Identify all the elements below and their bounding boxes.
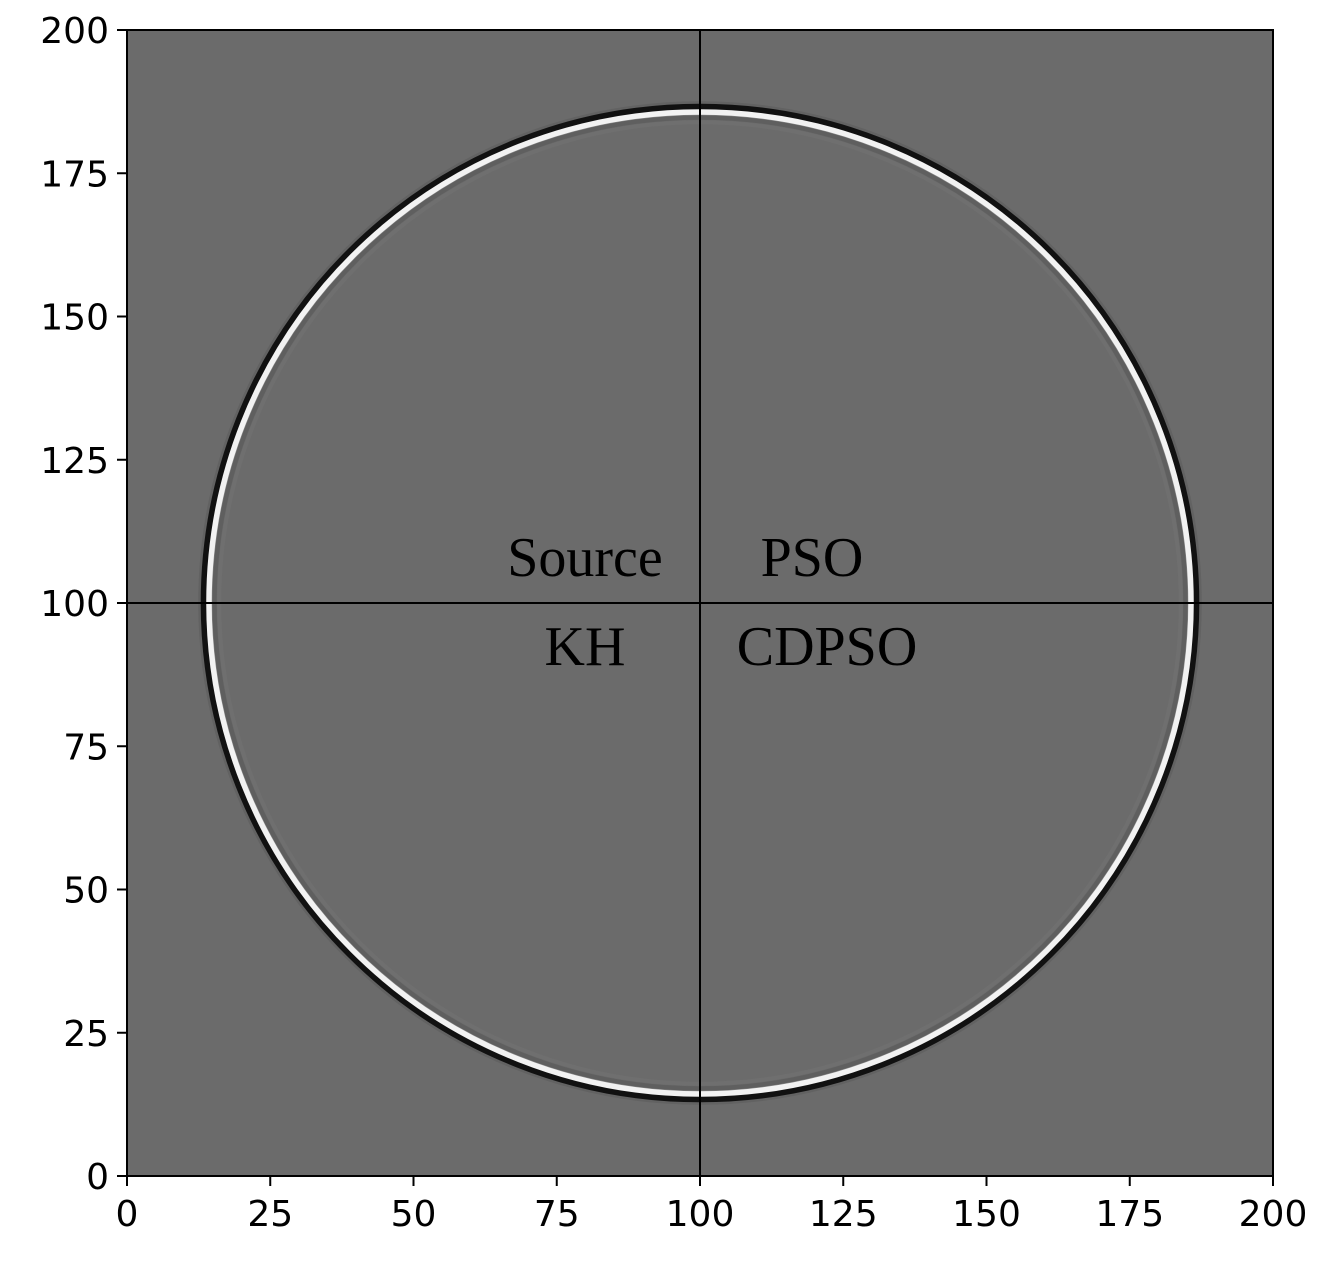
- y-tick-label: 75: [63, 727, 109, 768]
- y-tick-label: 175: [40, 154, 109, 195]
- y-axis: 0 25 50 75 100 125 150 175 200: [40, 11, 127, 1198]
- x-tick-label: 75: [534, 1194, 580, 1235]
- x-tick-label: 100: [666, 1194, 735, 1235]
- y-tick-label: 200: [40, 11, 109, 52]
- x-tick-label: 150: [952, 1194, 1021, 1235]
- quadrant-label-kh: KH: [545, 616, 626, 678]
- quadrant-label-source: Source: [507, 527, 663, 589]
- quadrant-labels: Source PSO KH CDPSO: [507, 527, 917, 678]
- y-tick-label: 125: [40, 441, 109, 482]
- quadrant-label-pso: PSO: [761, 527, 864, 589]
- y-tick-label: 50: [63, 871, 109, 912]
- y-tick-label: 0: [86, 1157, 109, 1198]
- x-axis: 0 25 50 75 100 125 150 175 200: [116, 1176, 1308, 1235]
- y-tick-label: 150: [40, 298, 109, 339]
- x-tick-label: 125: [809, 1194, 878, 1235]
- x-tick-label: 0: [116, 1194, 139, 1235]
- x-tick-label: 200: [1239, 1194, 1308, 1235]
- x-tick-label: 175: [1095, 1194, 1164, 1235]
- y-tick-label: 100: [40, 584, 109, 625]
- y-tick-label: 25: [63, 1014, 109, 1055]
- x-tick-label: 50: [391, 1194, 437, 1235]
- quadrant-dividers: [127, 30, 1273, 1176]
- quadrant-label-cdpso: CDPSO: [737, 616, 918, 678]
- x-tick-label: 25: [247, 1194, 293, 1235]
